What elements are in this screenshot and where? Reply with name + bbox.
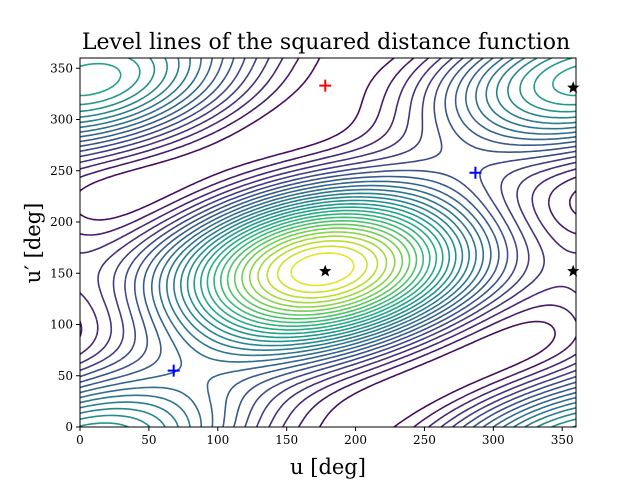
contour-level-line	[80, 58, 576, 427]
contour-level-line	[206, 209, 438, 331]
contour-level-line	[241, 227, 404, 312]
contour-level-line	[290, 252, 355, 287]
contour-level-line	[80, 62, 576, 335]
x-tick-label: 250	[413, 433, 436, 447]
contour-lines	[80, 58, 576, 427]
contour-level-line	[80, 58, 576, 427]
contour-level-line	[213, 213, 431, 327]
x-axis-ticks: 0 50 100 150 200 250 300 350	[76, 427, 574, 447]
contour-level-line	[233, 223, 411, 316]
contour-level-line	[80, 58, 576, 427]
plus-marker	[469, 166, 482, 179]
star-marker	[567, 81, 580, 93]
contour-level-line	[80, 58, 576, 427]
y-tick-label: 50	[58, 369, 73, 383]
x-tick-label: 150	[275, 433, 298, 447]
contour-level-line	[248, 231, 396, 308]
contour-level-line	[276, 245, 368, 294]
x-tick-label: 300	[482, 433, 505, 447]
y-tick-label: 350	[50, 61, 73, 75]
y-tick-label: 200	[50, 215, 73, 229]
contour-level-line	[226, 220, 418, 320]
y-tick-label: 150	[50, 266, 73, 280]
contour-level-line	[80, 58, 576, 427]
point-markers	[167, 79, 580, 377]
y-tick-label: 300	[50, 113, 73, 127]
contour-level-line	[80, 58, 576, 427]
x-tick-label: 200	[344, 433, 367, 447]
star-marker	[319, 264, 332, 277]
contour-level-line	[80, 58, 576, 427]
contour-level-line	[80, 58, 576, 427]
x-tick-label: 50	[141, 433, 156, 447]
contour-level-line	[80, 58, 576, 427]
contour-level-line	[80, 58, 576, 427]
y-tick-label: 0	[65, 420, 73, 434]
x-tick-label: 0	[76, 433, 84, 447]
contour-level-line	[220, 216, 424, 324]
x-tick-label: 350	[551, 433, 574, 447]
y-axis-ticks: 0 50 100 150 200 250 300 350	[50, 61, 80, 434]
contour-level-line	[80, 58, 576, 427]
y-axis-label: u′ [deg]	[21, 203, 45, 284]
y-tick-label: 250	[50, 164, 73, 178]
x-tick-label: 100	[206, 433, 229, 447]
contour-level-line	[257, 235, 388, 304]
plus-marker	[167, 364, 180, 377]
x-axis-label: u [deg]	[290, 455, 366, 479]
chart-title: Level lines of the squared distance func…	[82, 30, 570, 55]
star-marker	[567, 264, 580, 277]
contour-level-line	[266, 240, 379, 299]
plus-marker	[319, 79, 332, 92]
contour-level-line	[80, 58, 576, 427]
y-tick-label: 100	[50, 318, 73, 332]
plot-frame	[79, 57, 577, 428]
